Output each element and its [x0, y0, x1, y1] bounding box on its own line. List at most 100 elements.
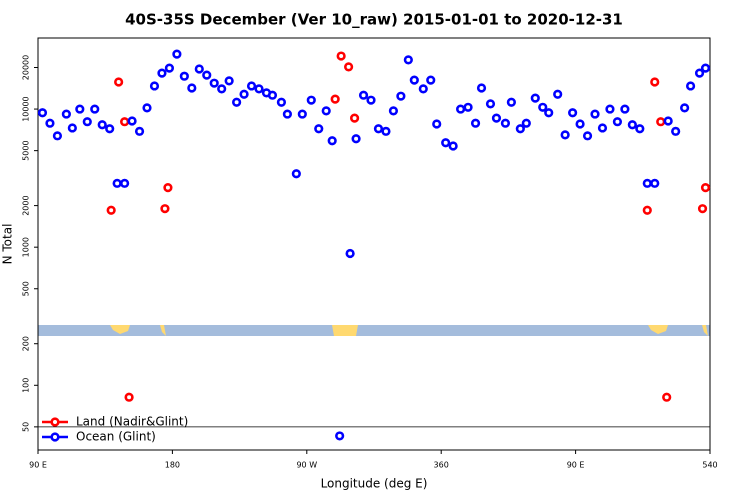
point — [149, 81, 160, 91]
y-axis-label: N Total — [1, 224, 15, 265]
point — [426, 75, 436, 85]
point — [52, 131, 63, 141]
x-tick-label: 90 E — [29, 461, 47, 470]
point — [306, 95, 316, 105]
point — [697, 204, 708, 214]
point — [351, 134, 361, 144]
plot-frame — [37, 37, 711, 451]
point — [124, 392, 134, 402]
land-shape — [332, 325, 358, 336]
point — [544, 108, 554, 118]
point — [82, 117, 92, 127]
point — [172, 49, 182, 59]
y-tick-label: 10000 — [22, 96, 31, 121]
point — [61, 109, 71, 119]
y-tick-label: 50 — [22, 422, 31, 432]
point — [635, 124, 645, 134]
y-tick-label: 5000 — [22, 140, 31, 160]
point — [373, 124, 384, 134]
point — [605, 104, 615, 114]
point — [232, 97, 242, 107]
legend-marker — [50, 417, 60, 427]
point — [127, 116, 137, 126]
point — [700, 183, 711, 193]
point — [246, 81, 257, 91]
point — [590, 109, 600, 119]
point — [106, 205, 116, 215]
point — [685, 81, 696, 91]
x-axis-label: Longitude (deg E) — [321, 477, 428, 491]
point — [627, 120, 637, 130]
point — [239, 89, 249, 99]
x-tick-label: 180 — [165, 461, 180, 470]
point — [597, 123, 608, 133]
point — [396, 91, 406, 101]
point — [291, 169, 301, 179]
point — [500, 118, 511, 128]
point — [105, 124, 115, 134]
point — [157, 68, 167, 78]
point — [358, 90, 369, 100]
point — [224, 76, 234, 86]
y-tick-label: 200 — [22, 336, 31, 351]
point — [418, 84, 428, 94]
point — [321, 106, 331, 116]
point — [314, 124, 324, 134]
point — [515, 124, 525, 134]
ocean-strip — [38, 325, 710, 336]
point — [160, 204, 170, 214]
point — [612, 117, 623, 127]
y-tick-label: 100 — [22, 378, 31, 393]
y-tick-label: 1000 — [22, 237, 31, 257]
land-shape — [648, 325, 668, 334]
point — [366, 95, 376, 105]
point — [432, 119, 442, 129]
point — [663, 116, 673, 126]
point — [470, 118, 481, 128]
point — [120, 178, 130, 188]
point — [521, 118, 531, 128]
y-tick-label: 2000 — [22, 195, 31, 215]
point — [217, 84, 227, 94]
point — [506, 97, 516, 107]
point — [582, 131, 593, 141]
point — [403, 55, 413, 65]
legend-label: Ocean (Glint) — [76, 430, 156, 444]
point — [97, 120, 107, 130]
point — [680, 103, 690, 113]
point — [194, 64, 204, 74]
point — [409, 75, 419, 85]
point — [671, 126, 681, 136]
x-tick-label: 90 E — [567, 461, 585, 470]
point — [75, 104, 85, 114]
point — [344, 62, 354, 72]
point — [560, 130, 570, 140]
point — [349, 113, 360, 123]
chart-title: 40S-35S December (Ver 10_raw) 2015-01-01… — [125, 11, 623, 29]
legend-label: Land (Nadir&Glint) — [76, 415, 188, 429]
x-tick-label: 360 — [434, 461, 449, 470]
x-tick-label: 540 — [702, 461, 717, 470]
land-shape — [160, 325, 166, 336]
point — [142, 103, 152, 113]
point — [114, 77, 124, 87]
point — [491, 113, 502, 123]
point — [441, 138, 451, 148]
point — [345, 248, 355, 259]
point — [327, 136, 337, 146]
point — [553, 89, 563, 99]
point — [164, 63, 175, 73]
point — [163, 183, 173, 193]
y-tick-label: 500 — [22, 281, 31, 296]
point — [530, 93, 540, 103]
point — [476, 83, 487, 93]
point — [388, 106, 399, 116]
point — [620, 104, 630, 114]
x-tick-label: 90 W — [296, 461, 317, 470]
map-strip — [38, 325, 710, 336]
point — [254, 84, 264, 94]
point — [297, 109, 307, 119]
point — [650, 178, 660, 188]
point — [134, 126, 145, 136]
